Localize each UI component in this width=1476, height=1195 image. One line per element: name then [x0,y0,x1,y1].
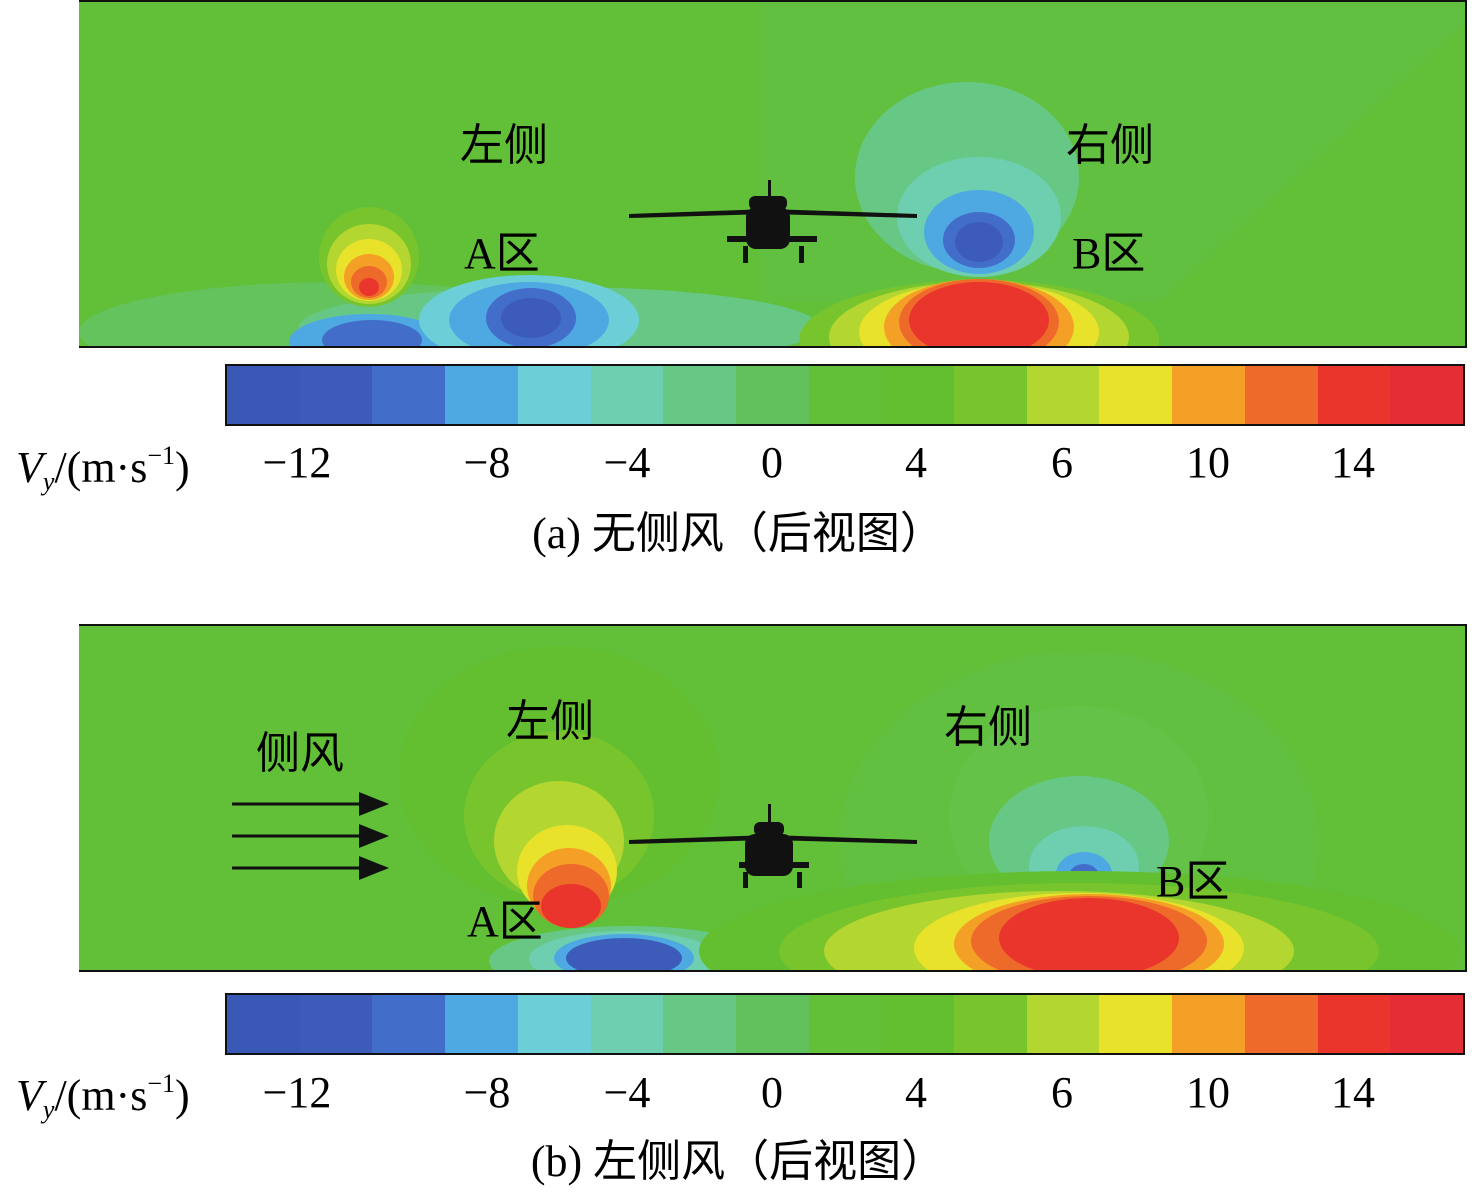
colorbar-b [225,993,1465,1055]
label-var: V [16,1071,43,1120]
colorbar-a [225,364,1465,426]
colorbar-tick-label: 4 [905,438,927,487]
colorbar-swatch [881,366,955,424]
colorbar-swatch [735,366,809,424]
crosswind-arrows-icon [232,792,389,880]
colorbar-swatch [1099,366,1173,424]
colorbar-swatch [372,366,446,424]
caption-a: (a) 无侧风（后视图） [532,509,944,558]
label-close: ) [175,443,190,492]
contour-field-b [79,626,1465,970]
label-close: ) [175,1071,190,1120]
colorbar-label-b: Vy/(m·s−1) [16,1071,190,1123]
colorbar-swatch [808,366,882,424]
colorbar-tick-label: 6 [1051,1068,1073,1117]
colorbar-swatch [445,995,518,1053]
right-side-label-a: 右侧 [1066,121,1154,170]
label-exp: −1 [147,441,175,470]
label-sub: y [42,467,55,496]
colorbar-swatch [1026,995,1100,1053]
colorbar-tick-label: 0 [761,438,783,487]
colorbar-tick-label: 0 [761,1068,783,1117]
colorbar-tick-label: −8 [463,438,511,487]
zone-b-label-a: B区 [1072,229,1146,278]
colorbar-tick-label: 4 [905,1068,927,1117]
contour-plot-a [79,0,1467,348]
colorbar-swatch [881,995,955,1053]
caption-b: (b) 左侧风（后视图） [530,1137,946,1186]
colorbar-swatch [735,995,809,1053]
colorbar-swatch [517,995,591,1053]
label-var: V [16,443,43,492]
colorbar-swatch [299,995,373,1053]
colorbar-swatch [663,995,736,1053]
colorbar-swatch [299,366,373,424]
label-unit: /(m·s [54,443,148,492]
colorbar-tick-label: 14 [1331,1068,1375,1117]
colorbar-tick-label: 14 [1331,438,1375,487]
colorbar-swatch [590,995,664,1053]
colorbar-swatch [663,366,736,424]
label-sub: y [42,1095,55,1124]
zone-a-label-a: A区 [464,229,540,278]
colorbar-swatch [1317,366,1391,424]
colorbar-tick-label: 10 [1186,438,1230,487]
colorbar-swatch [1172,995,1245,1053]
colorbar-swatch [1244,366,1318,424]
colorbar-label-a: Vy/(m·s−1) [16,443,190,495]
contour-field-a [79,2,1465,346]
colorbar-swatch [1172,366,1245,424]
left-side-label-a: 左侧 [460,121,548,170]
left-side-label-b: 左侧 [506,697,594,746]
colorbar-tick-label: −4 [603,438,651,487]
colorbar-swatch [1317,995,1391,1053]
colorbar-swatch [1244,995,1318,1053]
helicopter-icon [629,804,917,888]
zone-a-label-b: A区 [467,897,543,946]
right-side-label-b: 右侧 [944,703,1032,752]
colorbar-swatch [590,366,664,424]
colorbar-swatch [227,366,300,424]
zone-b-label-b: B区 [1156,857,1230,906]
colorbar-swatch [1390,366,1463,424]
colorbar-swatch [372,995,446,1053]
colorbar-swatch [954,995,1027,1053]
colorbar-swatch [517,366,591,424]
colorbar-tick-label: −12 [262,1068,332,1117]
colorbar-tick-label: −12 [262,438,332,487]
helicopter-icon [629,180,917,263]
label-unit: /(m·s [54,1071,148,1120]
colorbar-swatch [1026,366,1100,424]
colorbar-swatch [445,366,518,424]
contour-plot-b [79,624,1467,972]
label-exp: −1 [147,1069,175,1098]
colorbar-swatch [1099,995,1173,1053]
colorbar-tick-label: 10 [1186,1068,1230,1117]
colorbar-swatch [954,366,1027,424]
colorbar-tick-label: −4 [603,1068,651,1117]
crosswind-label: 侧风 [256,729,344,778]
colorbar-swatch [227,995,300,1053]
colorbar-tick-label: −8 [463,1068,511,1117]
colorbar-tick-label: 6 [1051,438,1073,487]
colorbar-swatch [808,995,882,1053]
colorbar-swatch [1390,995,1463,1053]
